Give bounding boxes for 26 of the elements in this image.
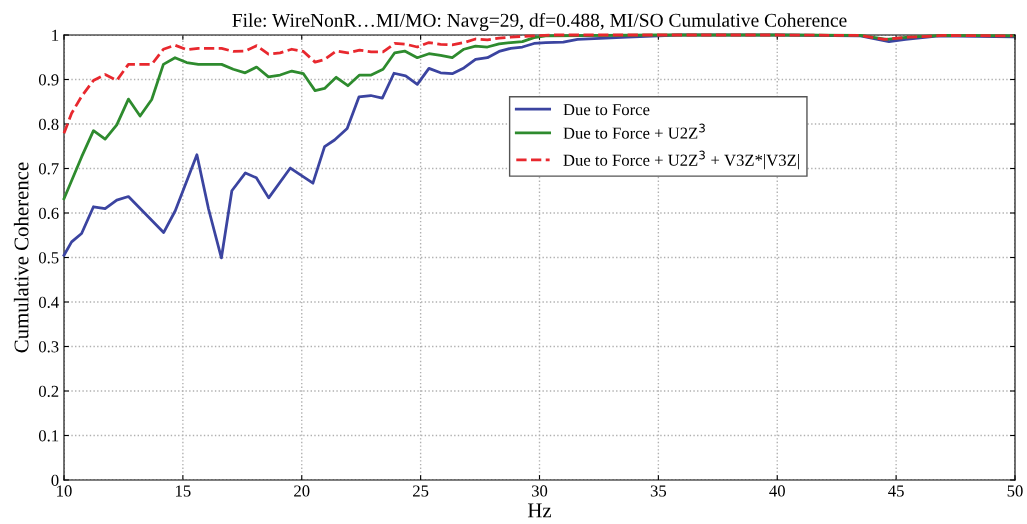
x-tick-label: 15: [176, 485, 191, 497]
y-tick-label: 0.6: [38, 207, 59, 220]
x-tick-label: 35: [650, 485, 667, 497]
y-tick-label: 0.1: [38, 430, 59, 442]
y-axis-title: Cumulative Coherence: [13, 162, 29, 353]
x-tick-label: 10: [57, 485, 72, 497]
x-tick-label: 50: [1007, 485, 1023, 497]
y-tick-label: 0.8: [38, 118, 59, 131]
x-tick-label: 40: [769, 485, 785, 497]
y-tick-label: 0: [51, 474, 59, 486]
x-tick-label: 30: [531, 485, 548, 497]
x-tick-label: 45: [888, 485, 904, 497]
legend-label: Due to Force: [563, 104, 650, 116]
y-tick-label: 0.2: [38, 385, 59, 398]
y-tick-label: 1: [52, 29, 59, 41]
legend-label: Due to Force + U2Z$^{3}$: [563, 123, 705, 139]
x-tick-label: 20: [294, 485, 310, 497]
y-tick-label: 0.4: [38, 296, 59, 309]
chart-title: File: WireNonR…MI/MO: Navg=29, df=0.488, MI/SO Cumulative Coherence: [232, 12, 847, 31]
y-tick-label: 0.7: [38, 163, 59, 175]
legend-label: Due to Force + U2Z$^{3}$ + V3Z*|V3Z|: [563, 150, 799, 170]
y-tick-label: 0.9: [38, 74, 59, 86]
x-axis-title: Hz: [527, 503, 552, 518]
y-tick-label: 0.3: [38, 341, 59, 353]
x-tick-label: 25: [413, 485, 429, 497]
y-tick-label: 0.5: [38, 252, 59, 264]
